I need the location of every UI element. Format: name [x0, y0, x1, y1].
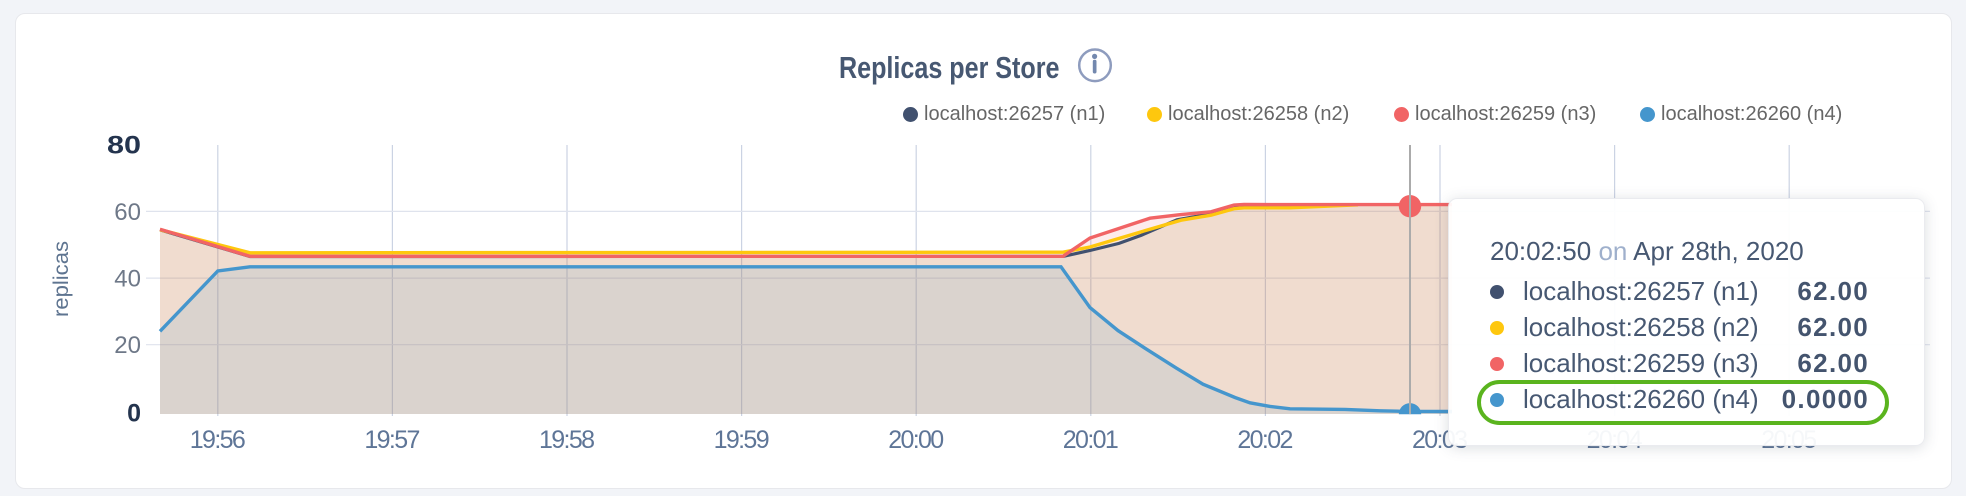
svg-text:19:59: 19:59 [714, 426, 770, 454]
svg-text:40: 40 [114, 266, 141, 293]
svg-text:replicas: replicas [50, 241, 73, 317]
svg-text:20: 20 [114, 332, 141, 359]
svg-text:19:56: 19:56 [190, 426, 246, 454]
svg-text:20:00: 20:00 [888, 426, 944, 454]
svg-text:19:58: 19:58 [539, 426, 595, 454]
svg-text:20:02: 20:02 [1237, 426, 1293, 454]
svg-text:80: 80 [107, 132, 141, 160]
svg-text:60: 60 [114, 199, 141, 226]
svg-text:20:01: 20:01 [1063, 426, 1119, 454]
svg-text:19:57: 19:57 [364, 426, 420, 454]
svg-text:0: 0 [127, 400, 141, 428]
